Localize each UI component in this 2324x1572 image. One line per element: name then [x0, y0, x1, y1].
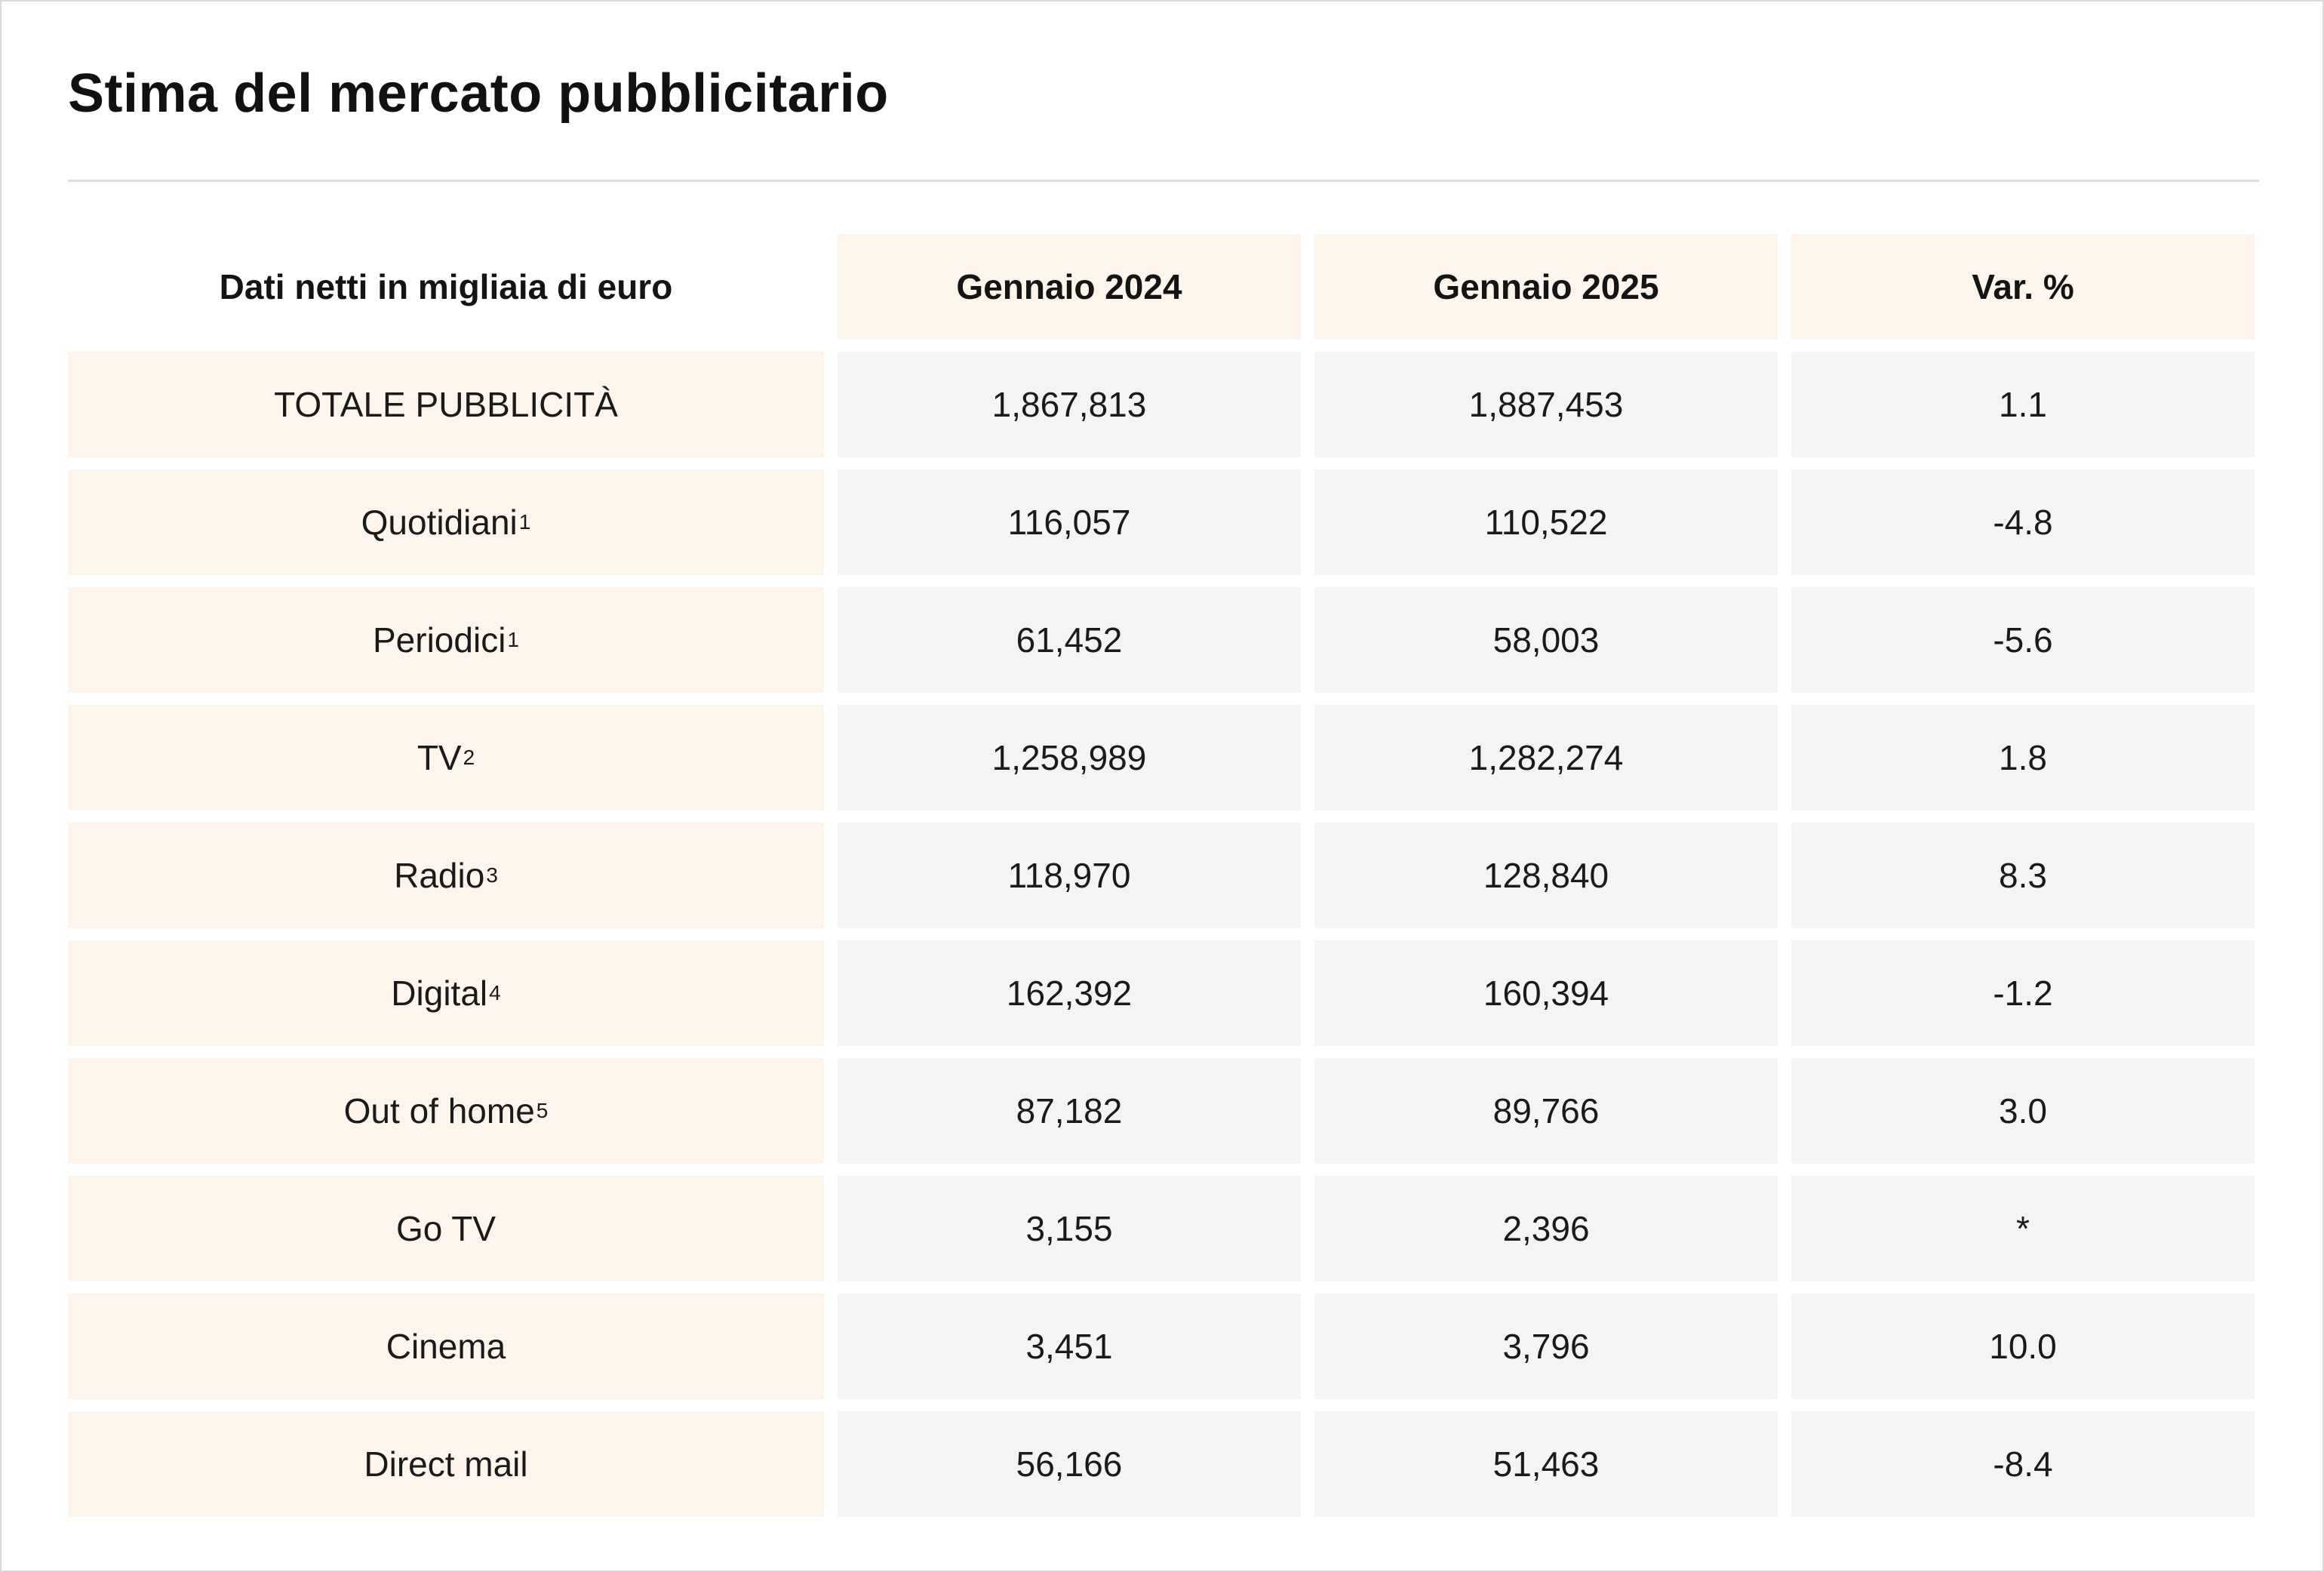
cell-var-percent: 8.3	[1791, 823, 2255, 928]
cell-jan-2025: 3,796	[1314, 1294, 1778, 1399]
cell-jan-2024: 61,452	[838, 587, 1301, 693]
cell-var-percent: -5.6	[1791, 587, 2255, 693]
row-label: TOTALE PUBBLICITÀ	[68, 352, 824, 457]
header-var-percent: Var. %	[1791, 234, 2255, 340]
title-divider	[68, 180, 2259, 182]
cell-jan-2025: 110,522	[1314, 469, 1778, 575]
cell-jan-2025: 1,282,274	[1314, 705, 1778, 811]
cell-jan-2025: 89,766	[1314, 1058, 1778, 1164]
row-label: Out of home 5	[68, 1058, 824, 1164]
row-label-text: Cinema	[386, 1327, 506, 1366]
row-label: TV 2	[68, 705, 824, 811]
cell-jan-2024: 3,155	[838, 1176, 1301, 1281]
cell-jan-2024: 1,258,989	[838, 705, 1301, 811]
row-label-text: Go TV	[395, 1209, 496, 1248]
cell-jan-2025: 58,003	[1314, 587, 1778, 693]
row-label: Digital 4	[68, 940, 824, 1046]
cell-jan-2025: 51,463	[1314, 1411, 1778, 1517]
cell-var-percent: *	[1791, 1176, 2255, 1281]
cell-var-percent: 1.1	[1791, 352, 2255, 457]
row-label: Cinema	[68, 1294, 824, 1399]
row-label-text: Radio	[394, 856, 485, 895]
header-label: Dati netti in migliaia di euro	[68, 234, 824, 340]
cell-jan-2024: 87,182	[838, 1058, 1301, 1164]
row-label-text: Periodici	[373, 620, 506, 660]
row-label-text: Quotidiani	[361, 503, 518, 542]
ad-market-table: Dati netti in migliaia di euro Gennaio 2…	[68, 234, 2256, 1517]
cell-var-percent: -8.4	[1791, 1411, 2255, 1517]
cell-var-percent: -1.2	[1791, 940, 2255, 1046]
cell-jan-2024: 1,867,813	[838, 352, 1301, 457]
cell-jan-2024: 118,970	[838, 823, 1301, 928]
cell-jan-2025: 2,396	[1314, 1176, 1778, 1281]
row-label-text: TV	[417, 738, 462, 777]
row-label: Go TV	[68, 1176, 824, 1281]
row-label-text: Direct mail	[364, 1444, 528, 1484]
row-label-text: TOTALE PUBBLICITÀ	[274, 385, 618, 424]
header-jan-2025: Gennaio 2025	[1314, 234, 1778, 340]
cell-jan-2025: 160,394	[1314, 940, 1778, 1046]
row-label-text: Digital	[391, 974, 488, 1013]
page-title: Stima del mercato pubblicitario	[68, 63, 889, 124]
cell-var-percent: 3.0	[1791, 1058, 2255, 1164]
cell-var-percent: -4.8	[1791, 469, 2255, 575]
cell-var-percent: 1.8	[1791, 705, 2255, 811]
row-label: Quotidiani 1	[68, 469, 824, 575]
row-label: Radio 3	[68, 823, 824, 928]
header-jan-2024: Gennaio 2024	[838, 234, 1301, 340]
cell-jan-2025: 1,887,453	[1314, 352, 1778, 457]
cell-var-percent: 10.0	[1791, 1294, 2255, 1399]
row-label-text: Out of home	[343, 1091, 535, 1131]
cell-jan-2024: 56,166	[838, 1411, 1301, 1517]
row-label: Periodici 1	[68, 587, 824, 693]
cell-jan-2024: 116,057	[838, 469, 1301, 575]
cell-jan-2024: 162,392	[838, 940, 1301, 1046]
cell-jan-2024: 3,451	[838, 1294, 1301, 1399]
row-label: Direct mail	[68, 1411, 824, 1517]
cell-jan-2025: 128,840	[1314, 823, 1778, 928]
